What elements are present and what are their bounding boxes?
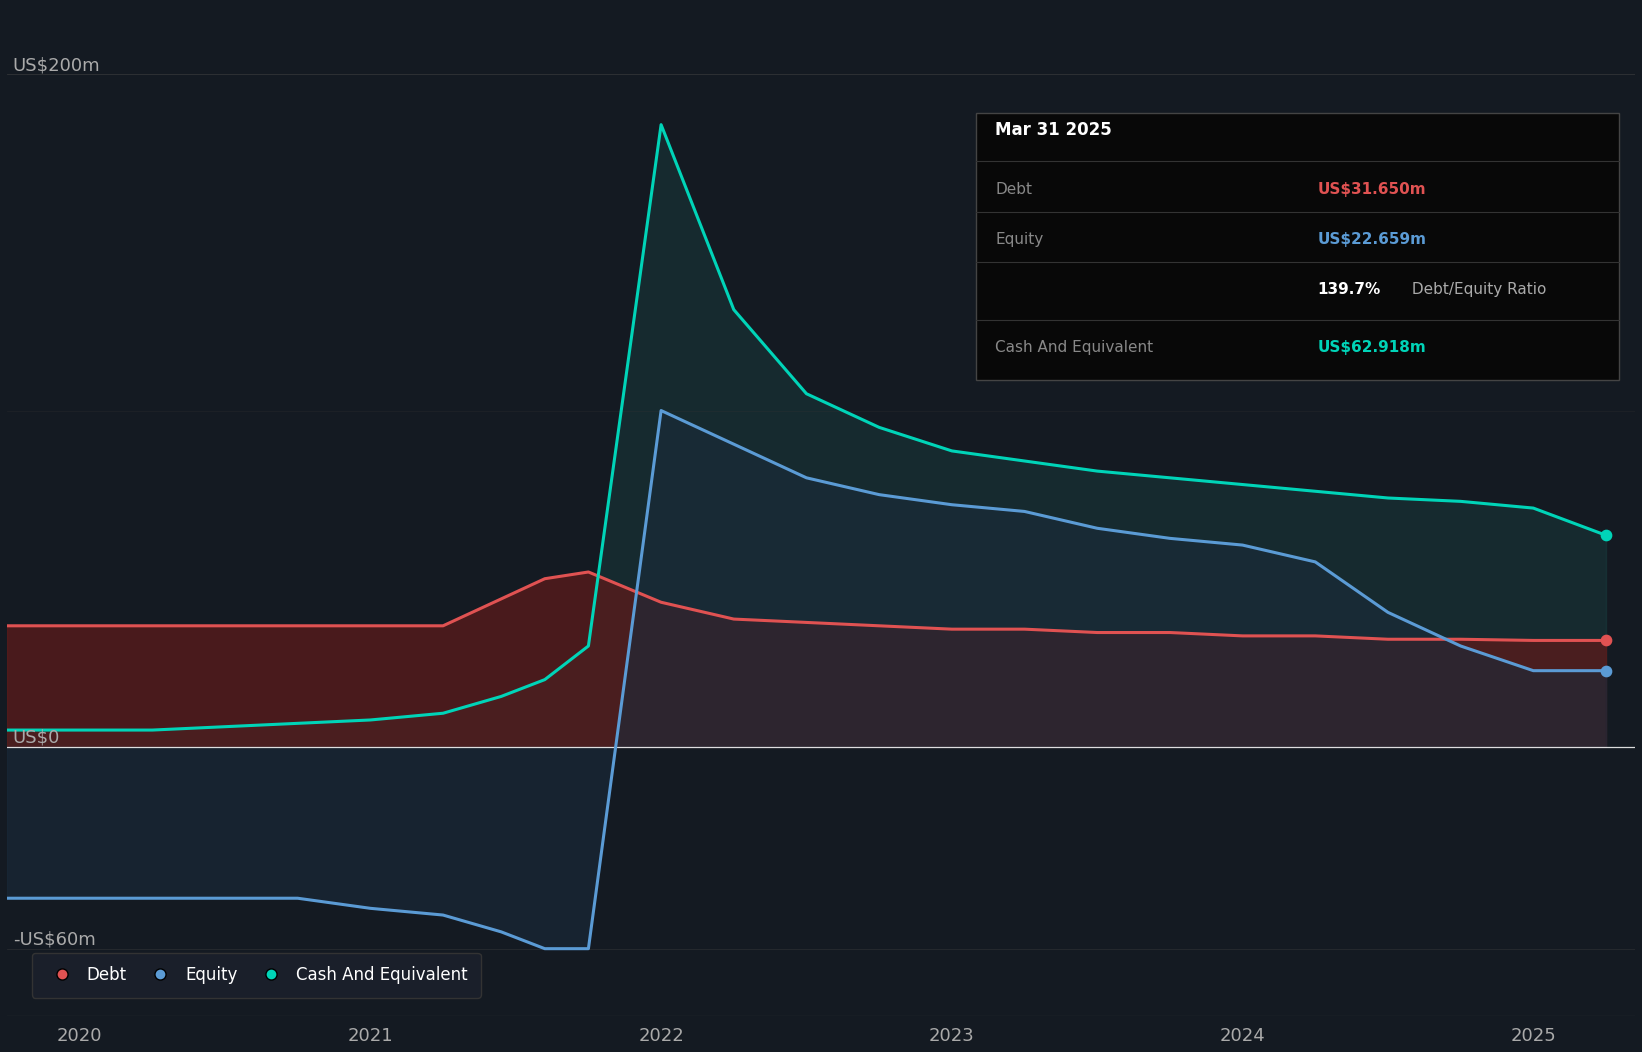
FancyBboxPatch shape bbox=[975, 113, 1619, 380]
Text: US$31.650m: US$31.650m bbox=[1317, 182, 1427, 197]
Text: US$200m: US$200m bbox=[13, 56, 100, 75]
Text: Debt/Equity Ratio: Debt/Equity Ratio bbox=[1407, 282, 1547, 298]
Text: US$22.659m: US$22.659m bbox=[1317, 231, 1427, 247]
Text: -US$60m: -US$60m bbox=[13, 931, 95, 949]
Text: Equity: Equity bbox=[995, 231, 1043, 247]
Text: Debt: Debt bbox=[995, 182, 1033, 197]
Text: Cash And Equivalent: Cash And Equivalent bbox=[995, 340, 1153, 355]
Text: US$62.918m: US$62.918m bbox=[1317, 340, 1427, 355]
Point bbox=[1593, 527, 1619, 544]
Text: 139.7%: 139.7% bbox=[1317, 282, 1381, 298]
Legend: Debt, Equity, Cash And Equivalent: Debt, Equity, Cash And Equivalent bbox=[31, 953, 481, 997]
Point bbox=[1593, 663, 1619, 680]
Text: Mar 31 2025: Mar 31 2025 bbox=[995, 121, 1112, 139]
Text: US$0: US$0 bbox=[13, 729, 61, 747]
Point bbox=[1593, 632, 1619, 649]
